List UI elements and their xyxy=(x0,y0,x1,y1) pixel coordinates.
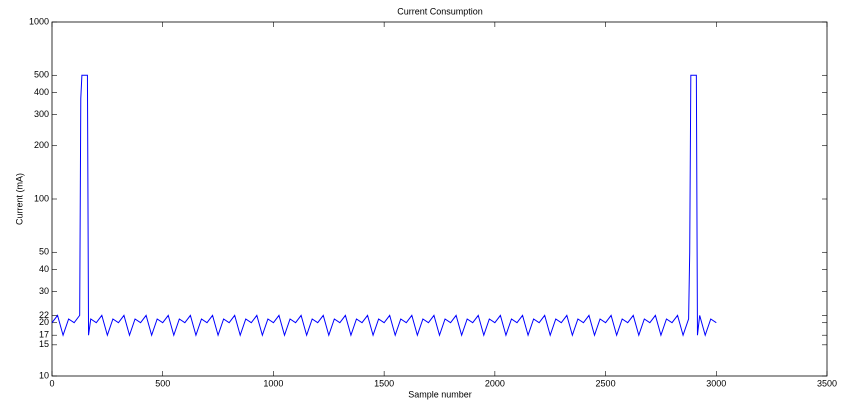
y-tick-label: 200 xyxy=(34,140,49,150)
data-line xyxy=(51,74,717,337)
x-tick-label: 1000 xyxy=(263,378,283,388)
y-axis-label: Current (mA) xyxy=(14,173,24,225)
y-tick-label: 22 xyxy=(39,310,49,320)
x-tick-label: 3000 xyxy=(706,378,726,388)
y-tick-label: 500 xyxy=(34,70,49,80)
y-tick-label: 30 xyxy=(39,286,49,296)
y-tick-label: 10 xyxy=(39,370,49,380)
x-tick-label: 2500 xyxy=(596,378,616,388)
x-tick-label: 500 xyxy=(155,378,170,388)
x-tick-label: 1500 xyxy=(374,378,394,388)
y-tick-label: 100 xyxy=(34,193,49,203)
y-tick-label: 400 xyxy=(34,87,49,97)
y-tick-label: 15 xyxy=(39,339,49,349)
chart-title: Current Consumption xyxy=(397,6,483,16)
plot-frame xyxy=(51,21,828,377)
y-tick-label: 300 xyxy=(34,109,49,119)
y-tick-label: 20 xyxy=(39,317,49,327)
y-tick-label: 50 xyxy=(39,247,49,257)
x-tick-label: 2000 xyxy=(485,378,505,388)
x-axis-label: Sample number xyxy=(408,389,472,399)
y-tick-label: 1000 xyxy=(29,16,49,26)
y-tick-label: 17 xyxy=(39,330,49,340)
x-tick-label: 0 xyxy=(49,378,54,388)
y-tick-label: 40 xyxy=(39,264,49,274)
x-tick-label: 3500 xyxy=(817,378,837,388)
